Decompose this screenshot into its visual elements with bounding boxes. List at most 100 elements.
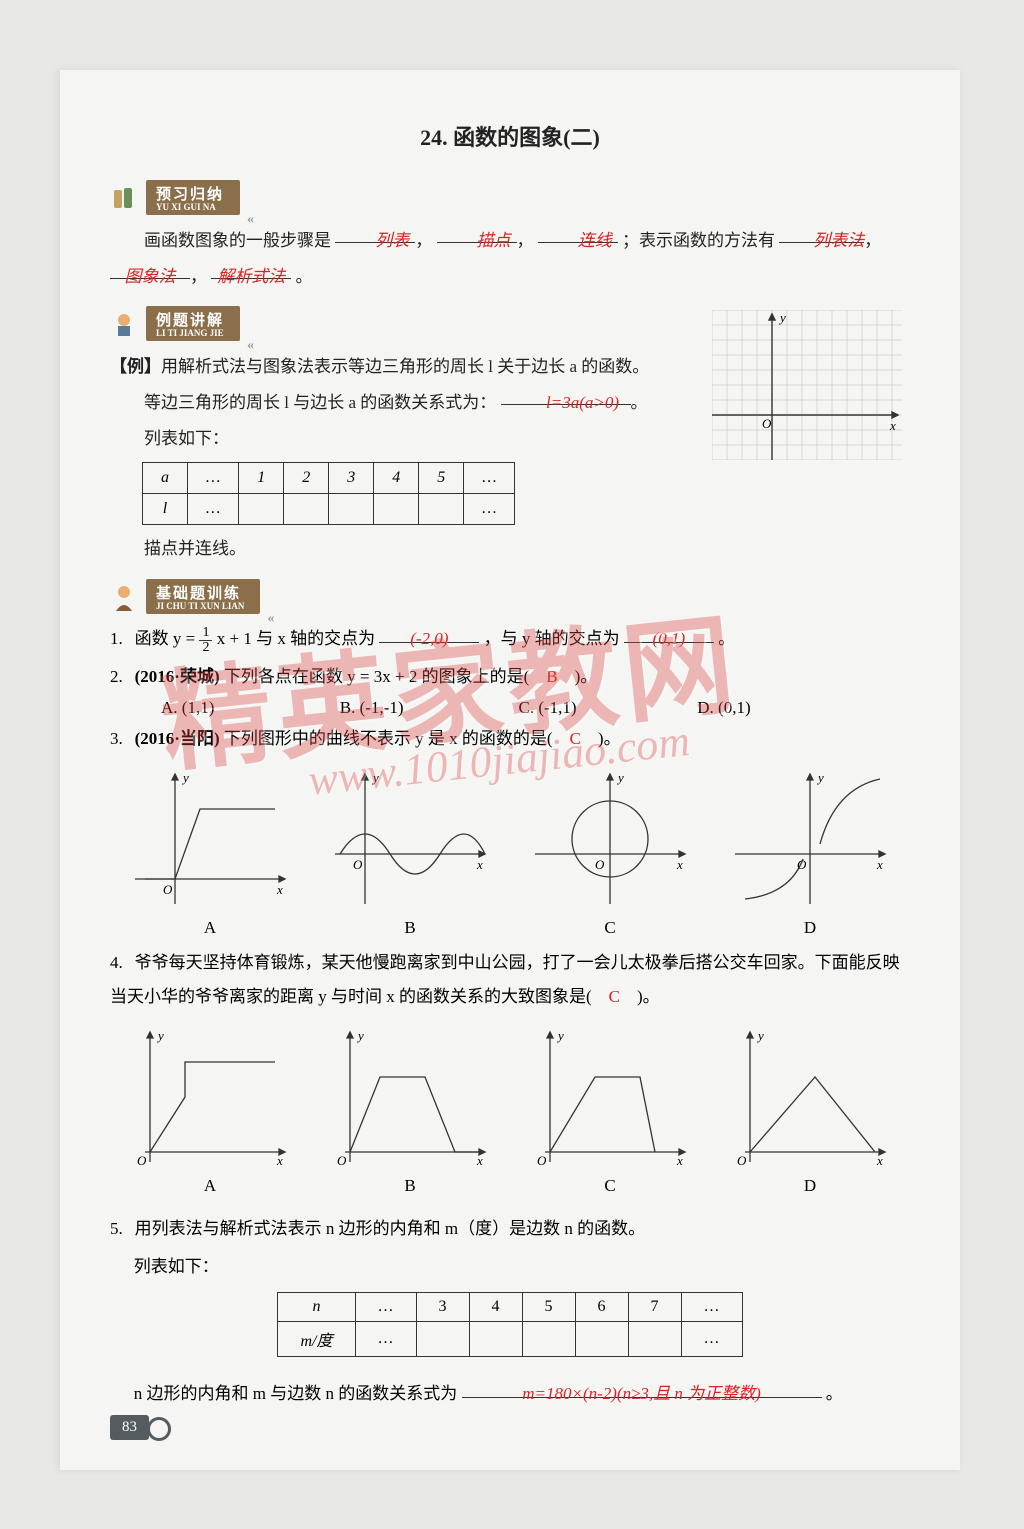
q3-graphs: O x y O x y O x y (110, 764, 910, 914)
blank-coordinate-grid: O x y (712, 310, 902, 460)
cell: n (278, 1293, 355, 1322)
section-practice-header: 基础题训练 JI CHU TI XUN LIAN (110, 579, 910, 614)
example-plot-instruction: 描点并连线。 (110, 531, 910, 567)
q4-labels: A B C D (110, 1176, 910, 1196)
q3-graph-d: O x y (725, 764, 895, 914)
svg-text:x: x (876, 1153, 883, 1168)
text: )。 (581, 729, 621, 748)
cell: 6 (575, 1293, 628, 1322)
cell: m/度 (278, 1322, 355, 1357)
example-label: 【例】 (110, 357, 161, 376)
denominator: 2 (199, 641, 212, 655)
q-number: 3. (110, 722, 130, 756)
q4-graph-b: O x y (325, 1022, 495, 1172)
text: x + 1 与 x 轴的交点为 (217, 629, 375, 648)
table-row: m/度 … … (278, 1322, 742, 1357)
label-d: D (710, 1176, 910, 1196)
svg-text:x: x (676, 857, 683, 872)
preview-line2: 图象法， 解析式法 。 (110, 259, 910, 295)
svg-text:y: y (356, 1028, 364, 1043)
cell: … (681, 1293, 742, 1322)
x-axis-label: x (889, 418, 896, 433)
option-c: C. (-1,1) (519, 698, 698, 718)
q5-table-caption: 列表如下： (110, 1250, 910, 1284)
svg-text:x: x (476, 857, 483, 872)
text: 函数 y = (135, 629, 200, 648)
student-icon (110, 310, 138, 338)
cell: 3 (416, 1293, 469, 1322)
cell (329, 494, 374, 525)
text: 爷爷每天坚持体育锻炼，某天他慢跑离家到中山公园，打了一会儿太极拳后搭公交车回家。… (110, 953, 900, 1006)
svg-text:y: y (556, 1028, 564, 1043)
q4-graphs: O x y O x y O x y (110, 1022, 910, 1172)
question-4: 4. 爷爷每天坚持体育锻炼，某天他慢跑离家到中山公园，打了一会儿太极拳后搭公交车… (110, 946, 910, 1014)
example-answer: l=3a(a>0) (501, 385, 631, 405)
svg-text:x: x (276, 882, 283, 897)
text: 。 (718, 629, 735, 648)
q-number: 1. (110, 622, 130, 656)
citation: (2016·当阳) (135, 729, 220, 748)
q3-graph-c: O x y (525, 764, 695, 914)
q5-relation: n 边形的内角和 m 与边数 n 的函数关系式为 m=180×(n-2)(n≥3… (110, 1377, 910, 1411)
cell: 4 (469, 1293, 522, 1322)
text: 下列各点在函数 y = 3x + 2 的图象上的是( (224, 667, 546, 686)
text: 等边三角形的周长 l 与边长 a 的函数关系式为： (144, 393, 496, 412)
q5-answer: m=180×(n-2)(n≥3,且 n 为正整数) (462, 1377, 822, 1397)
svg-text:y: y (616, 770, 624, 785)
cell: l (143, 494, 188, 525)
cell: 3 (329, 463, 374, 494)
table-row: n … 3 4 5 6 7 … (278, 1293, 742, 1322)
y-axis-label: y (778, 310, 786, 325)
svg-text:x: x (276, 1153, 283, 1168)
banner-pinyin: YU XI GUI NA (156, 202, 224, 212)
svg-text:x: x (476, 1153, 483, 1168)
svg-text:O: O (337, 1153, 347, 1168)
text: ；表示函数的方法有 (622, 231, 775, 250)
blank-5: 图象法 (110, 259, 190, 279)
cell: 7 (628, 1293, 681, 1322)
origin-label: O (762, 416, 772, 431)
blank-6: 解析式法 (211, 259, 291, 279)
question-3: 3. (2016·当阳) 下列图形中的曲线不表示 y 是 x 的函数的是( C … (110, 722, 910, 756)
banner-pinyin: LI TI JIANG JIE (156, 328, 224, 338)
text: 下列图形中的曲线不表示 y 是 x 的函数的是( (224, 729, 570, 748)
cell (239, 494, 284, 525)
section-preview-header: 预习归纳 YU XI GUI NA (110, 180, 910, 215)
text: )。 (558, 667, 598, 686)
text: n 边形的内角和 m 与边数 n 的函数关系式为 (134, 1384, 457, 1403)
label-b: B (310, 918, 510, 938)
q4-graph-c: O x y (525, 1022, 695, 1172)
svg-text:x: x (676, 1153, 683, 1168)
svg-text:O: O (595, 857, 605, 872)
cell: 5 (522, 1293, 575, 1322)
cell (628, 1322, 681, 1357)
section-banner: 预习归纳 YU XI GUI NA (146, 180, 240, 215)
cell (416, 1322, 469, 1357)
fraction: 1 2 (199, 626, 212, 655)
cell: 4 (374, 463, 419, 494)
table-row: l … … (143, 494, 515, 525)
svg-text:O: O (163, 882, 173, 897)
svg-text:y: y (156, 1028, 164, 1043)
citation: (2016·荣城) (135, 667, 220, 686)
q4-graph-a: O x y (125, 1022, 295, 1172)
preview-line1: 画函数图象的一般步骤是 列表， 描点， 连线 ；表示函数的方法有 列表法， (110, 223, 910, 259)
bottles-icon (110, 184, 138, 212)
label-a: A (110, 918, 310, 938)
cell: … (355, 1293, 416, 1322)
blank-3: 连线 (538, 223, 618, 243)
text: 用解析式法与图象法表示等边三角形的周长 l 关于边长 a 的函数。 (161, 357, 649, 376)
cell: … (464, 463, 515, 494)
q1-answer-1: (-2,0) (379, 622, 479, 642)
cell: … (464, 494, 515, 525)
cell: 1 (239, 463, 284, 494)
svg-text:y: y (181, 770, 189, 785)
q4-answer: C (609, 987, 620, 1006)
blank-2: 描点 (437, 223, 517, 243)
cell (419, 494, 464, 525)
q-number: 2. (110, 660, 130, 694)
svg-text:O: O (737, 1153, 747, 1168)
svg-text:O: O (137, 1153, 147, 1168)
numerator: 1 (199, 626, 212, 641)
question-1: 1. 函数 y = 1 2 x + 1 与 x 轴的交点为 (-2,0) ，与 … (110, 622, 910, 656)
